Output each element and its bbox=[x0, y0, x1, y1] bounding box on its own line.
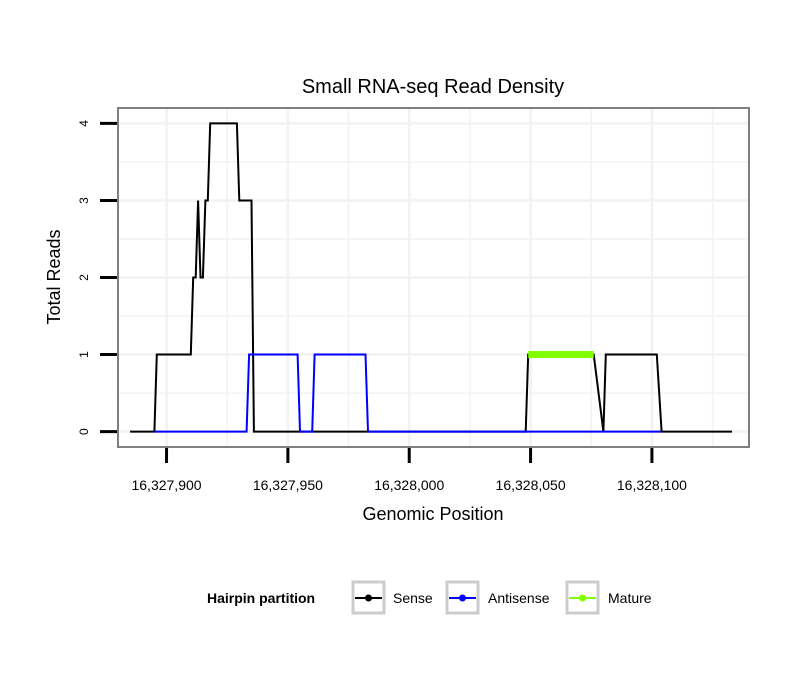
legend-label-antisense: Antisense bbox=[488, 590, 550, 606]
series-line-sense bbox=[130, 122, 732, 433]
x-tick-label: 16,328,100 bbox=[617, 477, 687, 493]
x-tick-label: 16,328,050 bbox=[496, 477, 566, 493]
y-tick-label: 1 bbox=[77, 351, 91, 358]
legend-label-sense: Sense bbox=[393, 590, 433, 606]
legend-label-mature: Mature bbox=[608, 590, 652, 606]
legend-dot-antisense bbox=[459, 594, 466, 602]
y-tick-label: 3 bbox=[77, 197, 91, 204]
x-tick-label: 16,327,900 bbox=[131, 477, 201, 493]
y-tick-label: 2 bbox=[77, 274, 91, 281]
legend: Hairpin partition Sense Antisense Mature bbox=[207, 580, 652, 615]
y-tick-label: 4 bbox=[77, 120, 91, 127]
legend-dot-sense bbox=[365, 594, 372, 602]
legend-title: Hairpin partition bbox=[207, 590, 315, 606]
y-tick-label: 0 bbox=[77, 428, 91, 435]
series-line-antisense bbox=[154, 353, 662, 433]
x-axis-label: Genomic Position bbox=[362, 504, 503, 524]
x-tick-label: 16,327,950 bbox=[253, 477, 323, 493]
legend-item-antisense[interactable]: Antisense bbox=[445, 580, 550, 615]
series-layer bbox=[130, 122, 732, 433]
legend-item-sense[interactable]: Sense bbox=[351, 580, 433, 615]
plot-panel-border bbox=[117, 107, 750, 448]
chart-title: Small RNA-seq Read Density bbox=[302, 76, 564, 98]
y-axis-label: Total Reads bbox=[44, 229, 64, 324]
x-tick-label: 16,328,000 bbox=[374, 477, 444, 493]
axis-layer: 16,327,900 16,327,950 16,328,000 16,328,050… bbox=[77, 120, 687, 493]
legend-item-mature[interactable]: Mature bbox=[565, 580, 652, 615]
legend-dot-mature bbox=[579, 594, 586, 602]
